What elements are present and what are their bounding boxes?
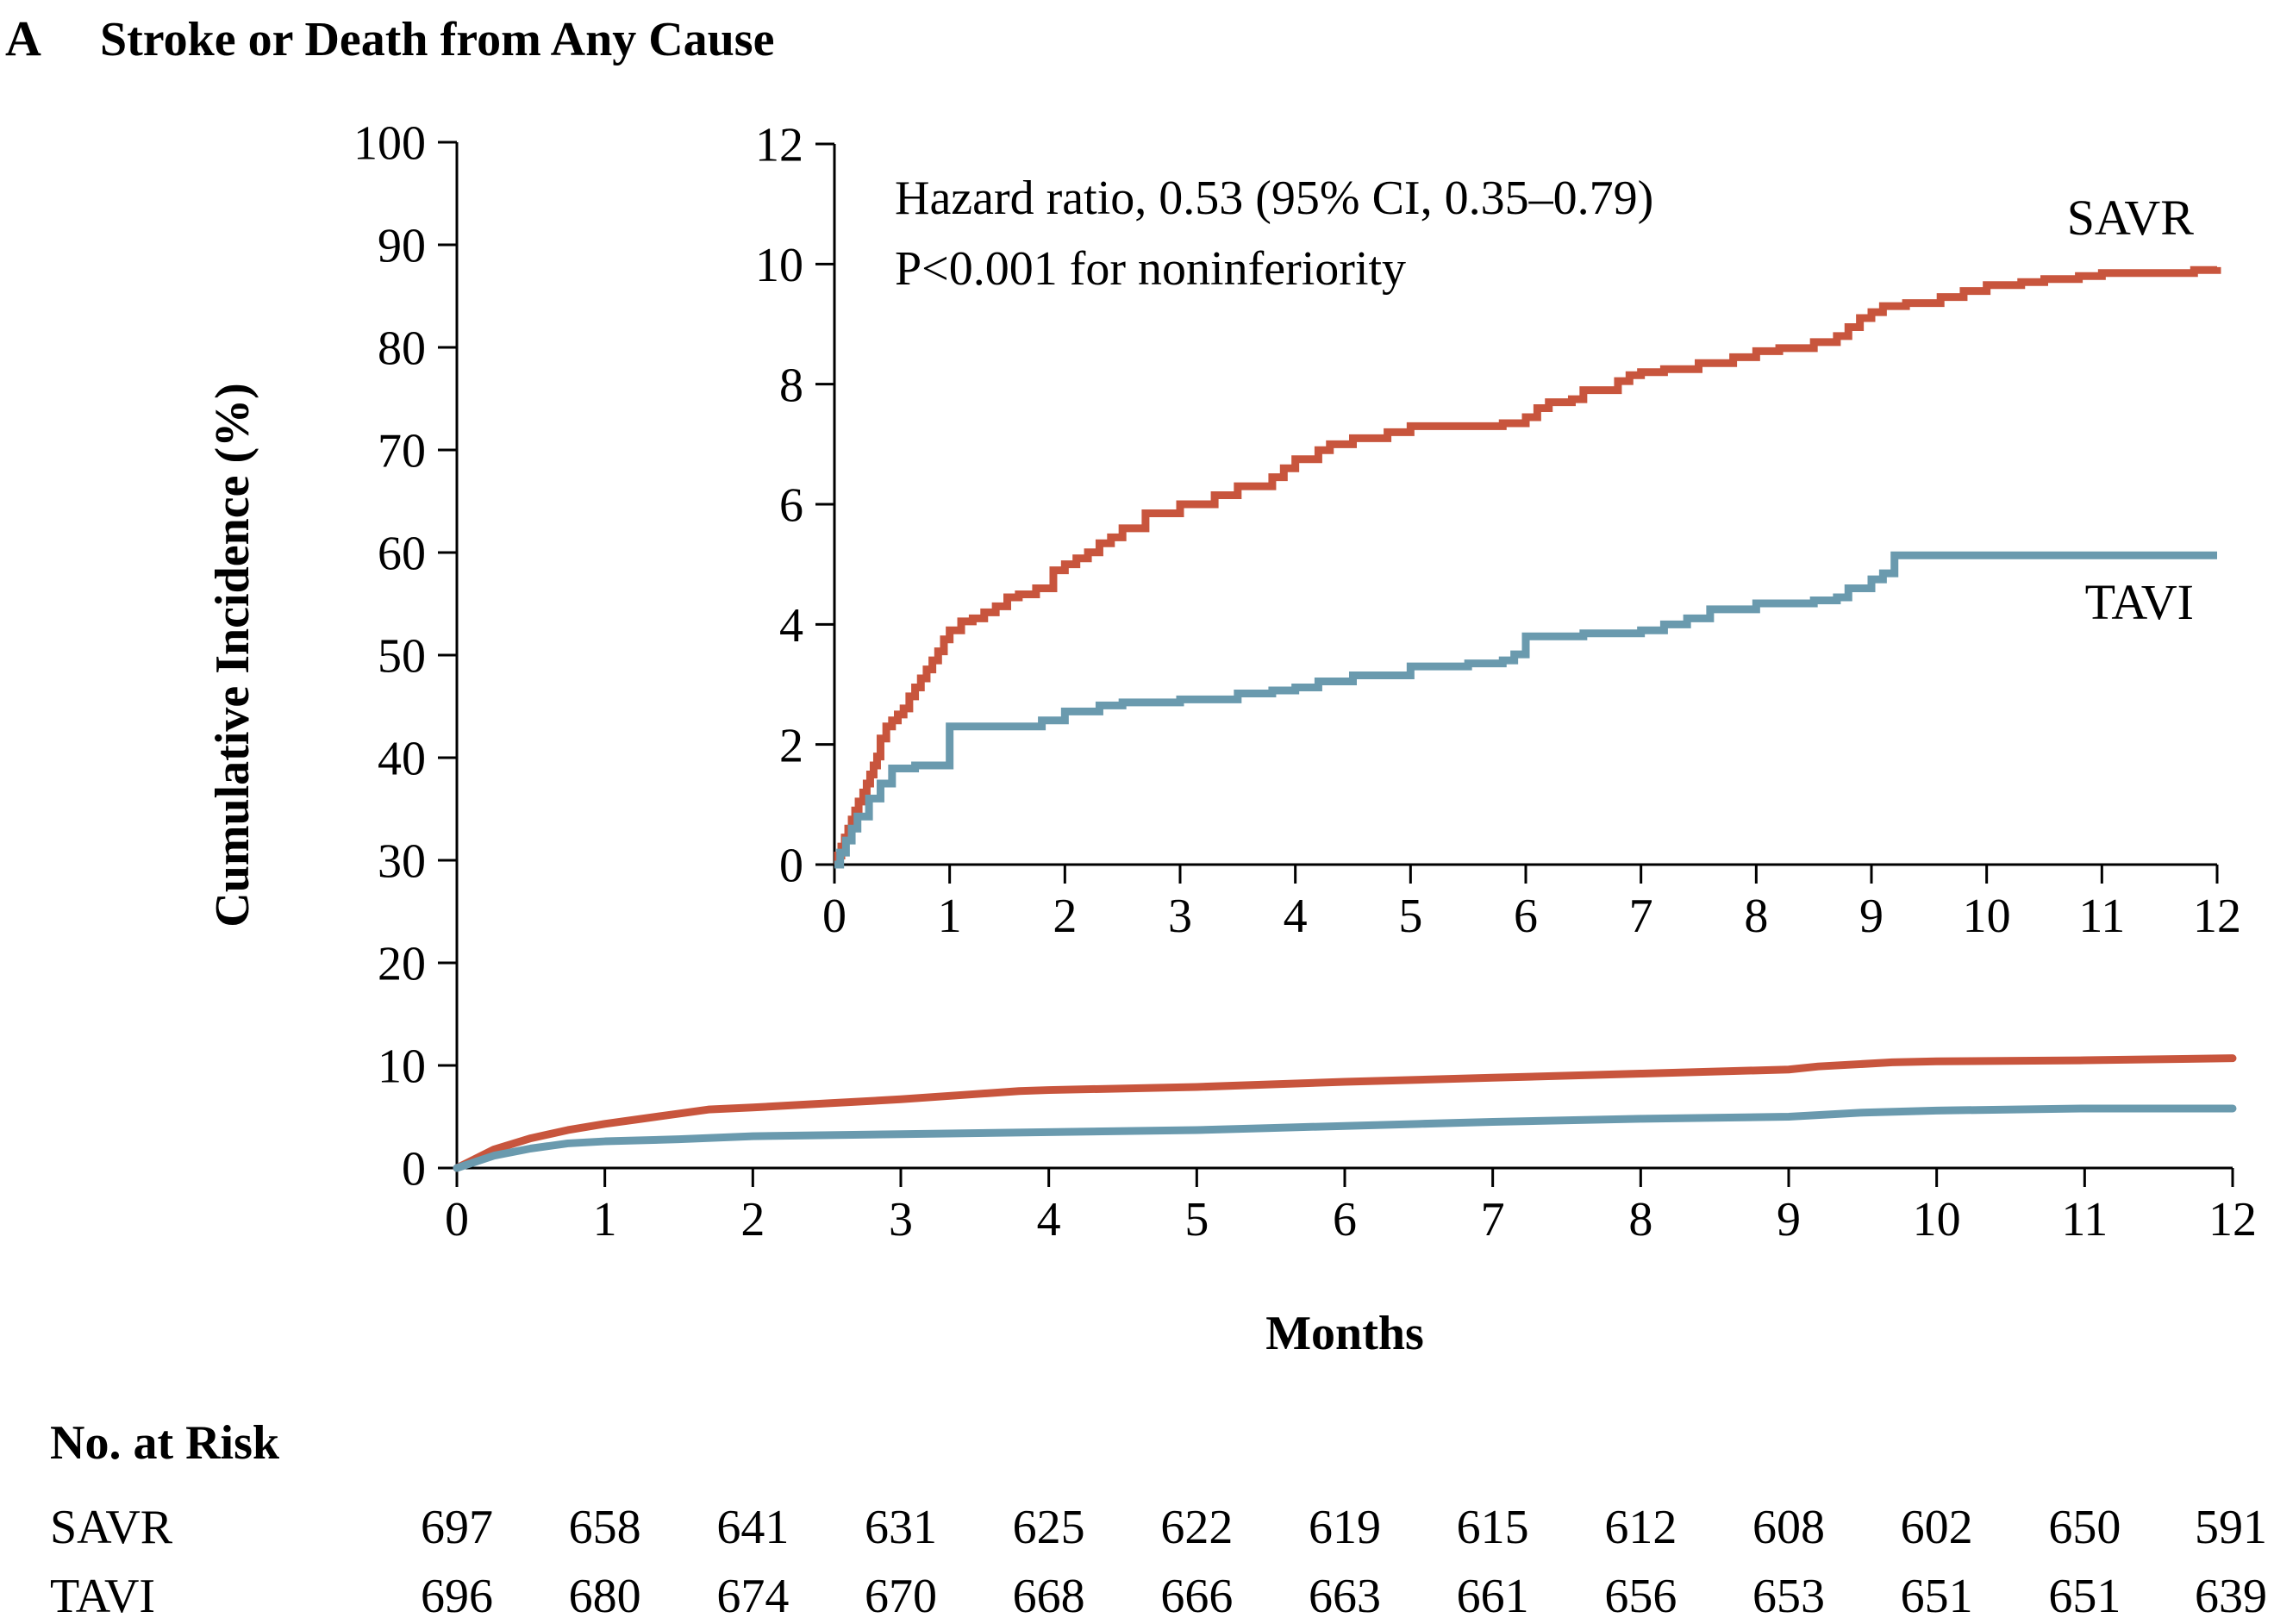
main-xtick-label: 8 (1628, 1193, 1652, 1246)
risk-value-tavi: 663 (1309, 1570, 1381, 1623)
risk-row-label-tavi: TAVI (50, 1570, 155, 1623)
hazard-ratio-annotation: Hazard ratio, 0.53 (95% CI, 0.35–0.79) (895, 172, 1653, 225)
savr-series-label: SAVR (2067, 190, 2195, 246)
inset-ytick-label: 2 (779, 719, 803, 772)
inset-ytick-label: 8 (779, 359, 803, 412)
risk-value-tavi: 696 (421, 1570, 493, 1623)
inset-xtick-label: 6 (1514, 890, 1538, 943)
risk-value-savr: 641 (716, 1501, 789, 1554)
risk-value-tavi: 656 (1604, 1570, 1677, 1623)
risk-value-savr: 615 (1457, 1501, 1529, 1554)
risk-value-savr: 608 (1752, 1501, 1825, 1554)
inset-xtick-label: 5 (1398, 890, 1422, 943)
main-xtick-label: 10 (1913, 1193, 1961, 1246)
main-xtick-label: 0 (445, 1193, 469, 1246)
inset-ytick-label: 0 (779, 840, 803, 893)
risk-value-tavi: 670 (865, 1570, 937, 1623)
main-ytick-label: 40 (378, 733, 426, 786)
risk-value-savr: 658 (569, 1501, 641, 1554)
inset-series-savr (834, 265, 2221, 869)
main-xtick-label: 12 (2208, 1193, 2257, 1246)
inset-xtick-label: 1 (938, 890, 962, 943)
p-value-annotation: P<0.001 for noninferiority (895, 242, 1406, 296)
risk-value-savr: 625 (1013, 1501, 1085, 1554)
risk-value-savr: 612 (1604, 1501, 1677, 1554)
main-series-savr (453, 1054, 2237, 1172)
inset-xtick-label: 12 (2193, 890, 2241, 943)
main-xtick-label: 1 (593, 1193, 617, 1246)
main-x-axis-label: Months (1265, 1307, 1424, 1360)
main-ytick-label: 0 (402, 1143, 426, 1196)
inset-xtick-label: 4 (1284, 890, 1308, 943)
main-xtick-label: 7 (1481, 1193, 1505, 1246)
risk-value-tavi: 651 (2048, 1570, 2121, 1623)
main-xtick-label: 6 (1333, 1193, 1357, 1246)
inset-xtick-label: 0 (822, 890, 847, 943)
risk-value-tavi: 674 (716, 1570, 789, 1623)
main-xtick-label: 11 (2061, 1193, 2108, 1246)
main-xtick-label: 9 (1777, 1193, 1801, 1246)
tavi-series-label: TAVI (2085, 574, 2194, 630)
main-xtick-label: 3 (889, 1193, 913, 1246)
inset-ytick-label: 10 (755, 239, 803, 292)
risk-value-tavi: 661 (1457, 1570, 1529, 1623)
main-ytick-label: 50 (378, 630, 426, 684)
main-ytick-label: 20 (378, 938, 426, 991)
risk-value-savr: 650 (2048, 1501, 2121, 1554)
risk-row-label-savr: SAVR (50, 1501, 173, 1554)
risk-value-savr: 697 (421, 1501, 493, 1554)
inset-xtick-label: 3 (1168, 890, 1192, 943)
inset-xtick-label: 8 (1744, 890, 1768, 943)
inset-ytick-label: 4 (779, 599, 803, 653)
inset-xtick-label: 9 (1859, 890, 1884, 943)
main-ytick-label: 10 (378, 1040, 426, 1094)
risk-table-header: No. at Risk (50, 1416, 280, 1470)
main-y-axis-label: Cumulative Incidence (%) (206, 383, 259, 928)
risk-value-tavi: 666 (1160, 1570, 1233, 1623)
main-ytick-label: 100 (353, 117, 426, 171)
main-ytick-label: 60 (378, 528, 426, 581)
inset-xtick-label: 11 (2078, 890, 2125, 943)
risk-value-savr: 622 (1160, 1501, 1233, 1554)
risk-value-savr: 631 (865, 1501, 937, 1554)
main-xtick-label: 4 (1037, 1193, 1061, 1246)
main-xtick-label: 2 (740, 1193, 765, 1246)
main-ytick-label: 30 (378, 835, 426, 889)
risk-value-savr: 619 (1309, 1501, 1381, 1554)
risk-value-savr: 602 (1901, 1501, 1973, 1554)
risk-value-tavi: 680 (569, 1570, 641, 1623)
risk-value-tavi: 653 (1752, 1570, 1825, 1623)
risk-value-tavi: 639 (2195, 1570, 2267, 1623)
inset-xtick-label: 7 (1629, 890, 1653, 943)
main-ytick-label: 70 (378, 425, 426, 478)
risk-value-tavi: 668 (1013, 1570, 1085, 1623)
inset-xtick-label: 2 (1053, 890, 1077, 943)
panel-letter: A (5, 10, 41, 66)
main-ytick-label: 90 (378, 220, 426, 273)
inset-ytick-label: 12 (755, 119, 803, 172)
risk-value-savr: 591 (2195, 1501, 2267, 1554)
inset-ytick-label: 6 (779, 479, 803, 533)
main-xtick-label: 5 (1184, 1193, 1209, 1246)
chart-title: Stroke or Death from Any Cause (100, 13, 774, 66)
inset-series-tavi (834, 551, 2217, 869)
risk-value-tavi: 651 (1901, 1570, 1973, 1623)
main-series-tavi (453, 1104, 2237, 1172)
main-ytick-label: 80 (378, 322, 426, 376)
inset-xtick-label: 10 (1963, 890, 2011, 943)
